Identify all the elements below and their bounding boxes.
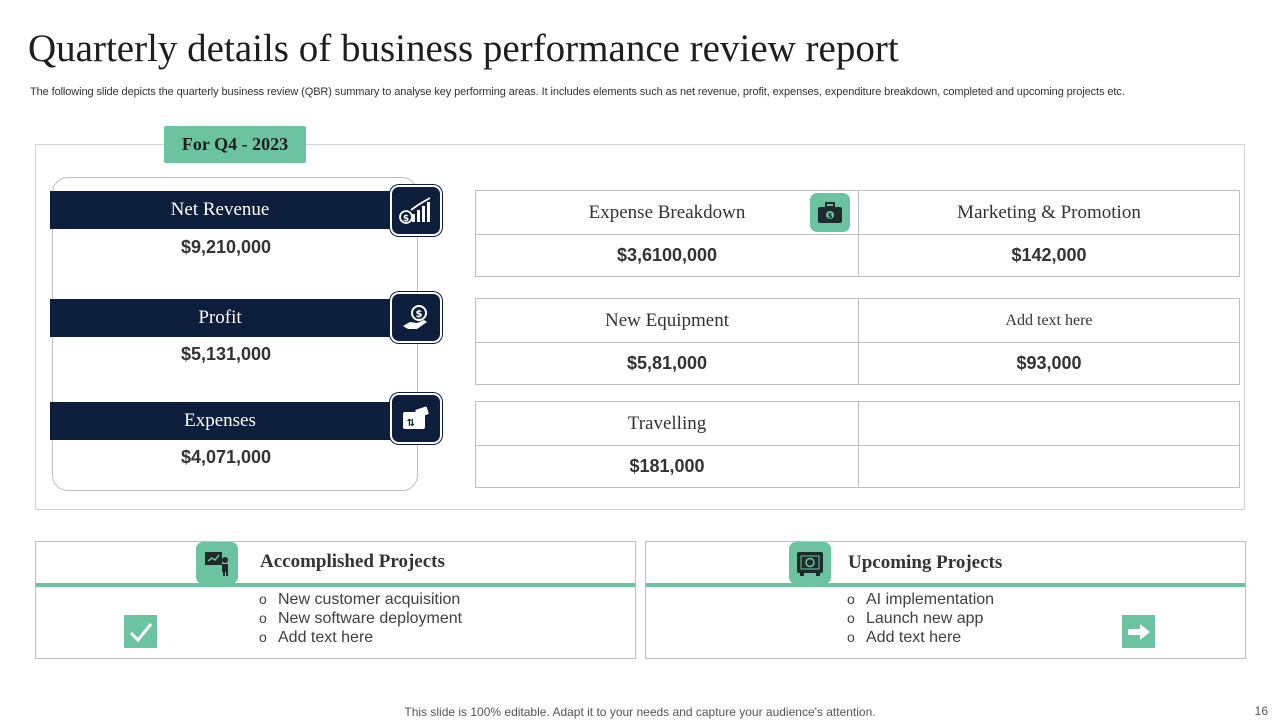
expense-breakdown-label: Expense Breakdown (588, 201, 746, 223)
arrow-right-icon (1122, 615, 1155, 648)
accomplished-title: Accomplished Projects (260, 551, 445, 572)
svg-text:⇅: ⇅ (407, 418, 415, 429)
period-tag: For Q4 - 2023 (164, 126, 306, 163)
accomplished-projects-panel: Accomplished Projects New customer acqui… (35, 541, 636, 659)
svg-text:$: $ (403, 214, 409, 224)
expense-row-1: Expense Breakdown Marketing & Promotion … (475, 190, 1240, 277)
upcoming-projects-panel: Upcoming Projects AI implementation Laun… (645, 541, 1246, 659)
marketing-promotion-value: $142,000 (1011, 245, 1087, 265)
list-item: Add text here (847, 628, 994, 647)
checkmark-icon (124, 615, 157, 648)
list-item: AI implementation (847, 590, 994, 609)
metric-value-net-revenue: $9,210,000 (180, 237, 272, 257)
list-item: New software deployment (259, 609, 462, 628)
expense-row-3: Travelling $181,000 (475, 401, 1240, 488)
upcoming-divider (646, 583, 1245, 587)
accomplished-divider (36, 583, 635, 587)
empty-label-cell (859, 402, 1239, 445)
list-item: New customer acquisition (259, 590, 462, 609)
svg-text:$: $ (828, 212, 833, 220)
new-equipment-label: New Equipment (604, 309, 729, 331)
safe-icon (789, 542, 831, 584)
expense-row-2: New Equipment Add text here $5,81,000 $9… (475, 298, 1240, 385)
metric-label-profit: Profit (50, 299, 390, 337)
briefcase-icon: $ (810, 193, 850, 232)
revenue-growth-icon: $ (390, 185, 442, 236)
travelling-label: Travelling (627, 412, 707, 434)
upcoming-title: Upcoming Projects (848, 552, 1003, 573)
marketing-promotion-label: Marketing & Promotion (957, 201, 1141, 223)
page-subtitle: The following slide depicts the quarterl… (30, 86, 1125, 98)
page-title: Quarterly details of business performanc… (28, 27, 899, 70)
metric-label-expenses: Expenses (50, 402, 390, 440)
presentation-icon (196, 542, 238, 584)
upcoming-list: AI implementation Launch new app Add tex… (847, 590, 994, 647)
empty-value-cell (859, 446, 1239, 487)
page-number: 16 (1254, 704, 1268, 718)
money-bag-hand-icon: $ (390, 292, 442, 343)
list-item: Add text here (259, 628, 462, 647)
expense-breakdown-value: $3,6100,000 (616, 245, 718, 265)
metric-value-expenses: $4,071,000 (180, 447, 272, 467)
placeholder-value: $93,000 (1016, 353, 1082, 373)
list-item: Launch new app (847, 609, 994, 628)
accomplished-list: New customer acquisition New software de… (259, 590, 462, 647)
footer-note: This slide is 100% editable. Adapt it to… (404, 705, 876, 719)
travelling-value: $181,000 (629, 456, 705, 476)
main-frame (35, 144, 1245, 510)
placeholder-label: Add text here (1005, 311, 1093, 329)
new-equipment-value: $5,81,000 (626, 353, 708, 373)
metric-label-net-revenue: Net Revenue (50, 191, 390, 229)
wallet-icon: ⇅ (390, 393, 442, 444)
svg-text:$: $ (416, 309, 423, 320)
metric-value-profit: $5,131,000 (180, 344, 272, 364)
